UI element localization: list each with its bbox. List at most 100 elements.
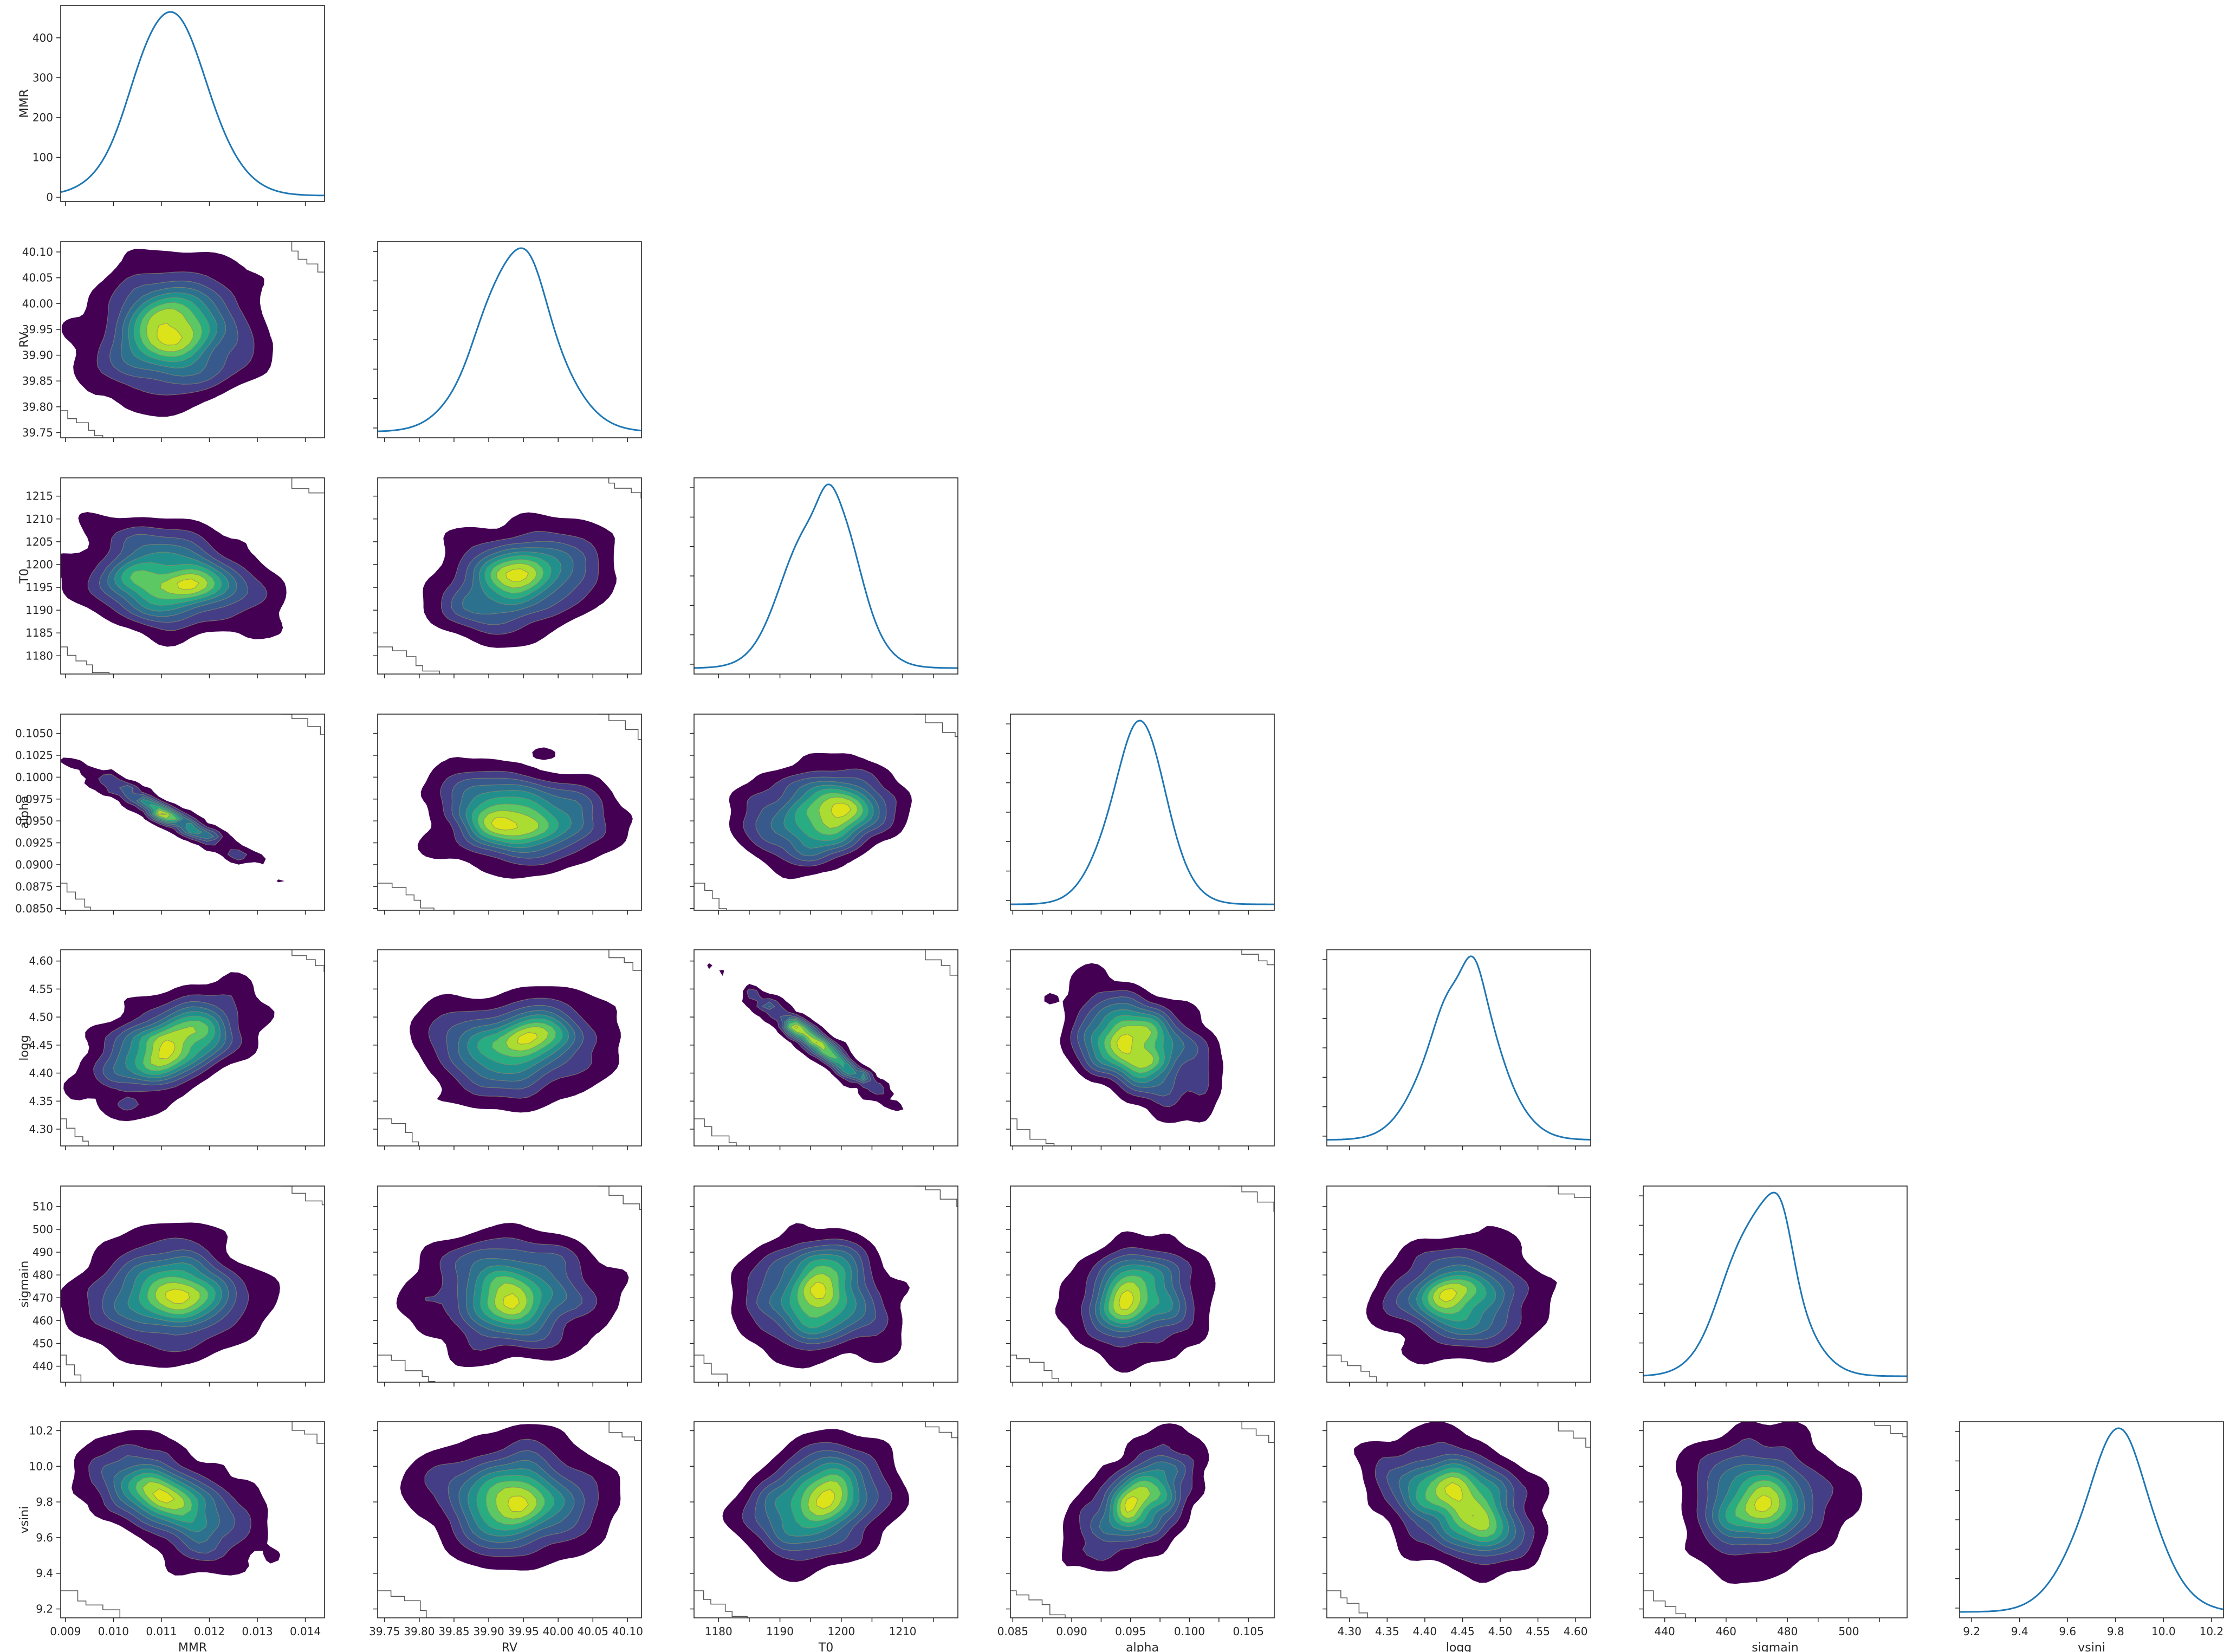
kde-line-alpha	[1010, 720, 1274, 905]
contour-level-9	[177, 578, 199, 590]
density-boundary	[915, 1422, 958, 1447]
y-tick-label: 1195	[25, 581, 53, 594]
x-tick-label: 4.50	[1488, 1625, 1513, 1638]
x-tick-label: 1180	[705, 1625, 732, 1638]
density-boundary	[281, 478, 325, 494]
density-boundary	[1231, 1186, 1274, 1212]
y-axis-label-sigmain: sigmain	[18, 1261, 31, 1308]
x-axis-label-vsini: vsini	[2078, 1641, 2105, 1652]
density-boundary	[598, 478, 641, 499]
x-tick-label: 0.085	[997, 1625, 1028, 1638]
x-tick-label: 39.85	[438, 1625, 469, 1638]
density-boundary	[1864, 1422, 1907, 1437]
axes-frame	[693, 1185, 958, 1383]
contour-level-9	[157, 322, 183, 346]
axes-frame	[1326, 949, 1591, 1146]
x-tick-label: 1210	[889, 1625, 917, 1638]
y-tick-label: 4.55	[29, 982, 53, 995]
density-boundary	[915, 714, 958, 737]
y-tick-label: 9.6	[36, 1531, 53, 1544]
density-boundary	[1010, 1355, 1059, 1382]
density-boundary	[378, 1118, 419, 1146]
y-tick-label: 1205	[25, 535, 53, 548]
y-tick-label: 9.2	[36, 1603, 53, 1616]
density-boundary	[281, 950, 325, 973]
y-axis-label-logg: logg	[18, 1035, 31, 1061]
x-tick-label: 0.105	[1233, 1625, 1264, 1638]
contour-panel-MMR-sigmain: 440 450 460 470 480 490 500 510	[33, 1185, 325, 1387]
density-boundary	[61, 1590, 121, 1618]
kde-panel-T0	[690, 477, 958, 678]
density-boundary	[1010, 1118, 1055, 1146]
contour-panel-RV-alpha	[373, 714, 642, 915]
density-boundary	[598, 714, 641, 740]
density-boundary	[1547, 1186, 1591, 1202]
y-tick-label: 0.1000	[15, 770, 53, 783]
density-boundary	[281, 714, 325, 735]
x-tick-label: 0.009	[50, 1625, 81, 1638]
contour-level-9	[507, 1495, 529, 1512]
y-tick-label: 480	[33, 1268, 53, 1281]
y-tick-label: 1210	[25, 513, 53, 526]
density-boundary	[378, 1590, 442, 1618]
density-boundary	[694, 1118, 737, 1146]
contour-level-8	[789, 1023, 826, 1051]
x-tick-label: 0.010	[98, 1625, 129, 1638]
axes-frame	[1010, 1421, 1275, 1618]
contour-panel-MMR-T0: 1180 1185 1190 1195 1200 1205 1210 1215	[25, 477, 325, 678]
axes-frame	[1010, 949, 1275, 1146]
contour-panel-MMR-alpha: 0.0850 0.0875 0.0900 0.0925 0.0950 0.0975 0.10…	[15, 714, 325, 915]
x-tick-label: 4.45	[1450, 1625, 1475, 1638]
y-tick-label: 100	[33, 151, 53, 164]
density-boundary	[915, 950, 958, 976]
y-tick-label: 0.1025	[15, 749, 53, 762]
y-tick-label: 4.45	[29, 1039, 53, 1052]
density-boundary	[281, 1422, 325, 1444]
y-tick-label: 460	[33, 1314, 53, 1327]
density-boundary	[378, 883, 435, 910]
y-axis-label-RV: RV	[18, 332, 31, 347]
contour-level-9	[810, 1282, 827, 1299]
y-tick-label: 0.0900	[15, 858, 53, 871]
density-boundary	[61, 883, 91, 910]
contour-panel-T0-alpha	[690, 714, 958, 915]
y-tick-label: 1200	[25, 558, 53, 571]
density-boundary	[1231, 950, 1274, 973]
kde-line-MMR	[60, 11, 325, 197]
kde-panel-MMR: 0 100 200 300 400	[33, 5, 325, 206]
density-boundary	[694, 1355, 728, 1382]
contour-level-9	[158, 1039, 176, 1059]
kde-line-logg	[1326, 955, 1591, 1141]
density-boundary	[598, 1186, 641, 1210]
contour-level-9	[502, 1293, 520, 1310]
density-boundary	[281, 242, 325, 273]
contour-level-9	[794, 1026, 818, 1044]
contour-panel-RV-sigmain	[373, 1185, 642, 1387]
axes-frame	[377, 714, 642, 911]
x-axis-label-logg: logg	[1446, 1641, 1472, 1652]
x-tick-label: 9.4	[2011, 1625, 2028, 1638]
y-tick-label: 0.1050	[15, 727, 53, 740]
density-boundary	[61, 1355, 82, 1382]
density-boundary	[694, 883, 727, 910]
contour-panel-sigmain-vsini: 440 460 480 500	[1639, 1421, 1908, 1638]
contour-level-9	[1439, 1288, 1458, 1303]
axes-frame	[377, 477, 642, 675]
contour-level-9	[1444, 1482, 1474, 1517]
y-axis-label-MMR: MMR	[18, 89, 31, 118]
x-tick-label: 0.100	[1174, 1625, 1205, 1638]
x-tick-label: 39.75	[369, 1625, 400, 1638]
contour-panel-RV-vsini: 39.75 39.80 39.85 39.90 39.95 40.00 40.05 40.10	[369, 1421, 643, 1638]
contour-level-9	[165, 1288, 190, 1304]
x-tick-label: 40.00	[543, 1625, 574, 1638]
contour-level-9	[1118, 1290, 1134, 1310]
x-tick-label: 440	[1655, 1625, 1675, 1638]
contour-level-9	[815, 1489, 835, 1510]
x-axis-label-alpha: alpha	[1126, 1641, 1159, 1652]
x-tick-label: 40.10	[612, 1625, 643, 1638]
y-tick-label: 440	[33, 1360, 53, 1373]
kde-line-sigmain	[1643, 1191, 1907, 1377]
y-tick-label: 1190	[25, 604, 53, 617]
density-boundary	[61, 1118, 99, 1146]
axes-frame	[693, 949, 958, 1146]
